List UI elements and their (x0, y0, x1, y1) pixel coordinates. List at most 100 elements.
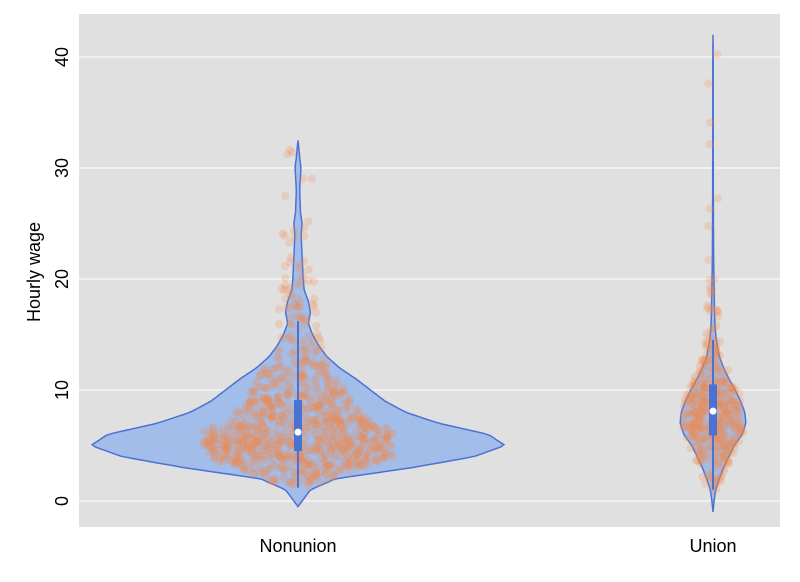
data-point (241, 465, 250, 475)
data-point (343, 432, 352, 441)
data-point (723, 395, 733, 405)
data-point (243, 443, 252, 452)
data-point (266, 412, 275, 421)
data-point (698, 381, 708, 390)
data-point (734, 430, 744, 439)
data-point (259, 407, 268, 417)
data-point (264, 396, 273, 405)
data-point (297, 455, 307, 465)
data-point (286, 330, 295, 339)
data-point (705, 140, 714, 149)
data-point (268, 365, 277, 375)
data-point (698, 451, 708, 461)
data-point (691, 431, 700, 441)
data-point (345, 441, 354, 450)
data-point (243, 430, 252, 439)
data-point (310, 392, 320, 402)
data-point (690, 406, 699, 416)
data-point (699, 427, 709, 436)
data-point (314, 360, 324, 369)
data-point (234, 428, 244, 437)
data-point (360, 428, 370, 437)
data-point (367, 421, 376, 430)
data-point (717, 377, 726, 386)
data-point (699, 392, 708, 401)
gridlines (79, 56, 780, 502)
data-point (714, 358, 724, 368)
data-point (729, 421, 739, 430)
data-point (324, 461, 333, 470)
data-point (307, 459, 316, 468)
data-point (311, 447, 320, 457)
data-point (732, 401, 741, 410)
data-point (702, 454, 711, 464)
data-point (252, 377, 261, 386)
data-point (326, 446, 335, 456)
data-point (225, 456, 235, 465)
data-point (338, 399, 348, 408)
data-point (313, 425, 322, 434)
data-point (712, 434, 721, 444)
data-point (385, 440, 395, 450)
data-point (270, 445, 279, 455)
data-point (682, 391, 691, 400)
data-point (334, 440, 343, 449)
data-point (248, 420, 258, 430)
data-point (286, 313, 295, 322)
data-point (236, 422, 245, 432)
data-point (336, 422, 345, 431)
data-point (382, 449, 391, 458)
data-point (274, 362, 284, 371)
data-point (259, 468, 268, 478)
data-point (683, 409, 692, 418)
data-point (311, 378, 321, 388)
data-point (258, 418, 267, 428)
data-point (286, 290, 295, 300)
data-point (726, 418, 736, 427)
data-point (721, 442, 730, 451)
data-point (255, 371, 265, 380)
data-point (324, 442, 333, 451)
data-point (324, 399, 334, 408)
data-point (716, 476, 725, 485)
data-point (277, 400, 286, 410)
data-point (689, 381, 698, 391)
data-point (695, 416, 704, 425)
data-point (725, 394, 734, 404)
data-point (321, 451, 331, 461)
y-tick-label: 10 (52, 380, 72, 400)
data-point (266, 403, 275, 412)
data-point (691, 409, 701, 418)
data-point (357, 416, 366, 425)
data-point (209, 431, 218, 440)
data-point (246, 440, 255, 450)
data-point (696, 428, 705, 438)
data-point (690, 437, 700, 446)
data-point (330, 472, 339, 482)
data-point (308, 473, 318, 482)
data-point (324, 462, 334, 471)
data-point (313, 346, 322, 355)
data-point (277, 284, 286, 293)
data-point (694, 414, 703, 423)
data-point (264, 395, 273, 404)
data-point (686, 381, 695, 391)
data-point (283, 333, 292, 343)
data-point (274, 438, 284, 447)
data-point (320, 417, 329, 426)
data-point (321, 433, 330, 442)
data-point (718, 367, 727, 376)
data-point (337, 433, 346, 443)
data-point (218, 451, 228, 460)
data-point (698, 423, 707, 432)
data-point (696, 459, 705, 468)
data-point (289, 300, 298, 309)
data-point (373, 458, 383, 467)
data-point (231, 458, 240, 468)
data-point (697, 368, 706, 378)
data-point (327, 445, 336, 454)
data-point (337, 444, 347, 454)
data-point (268, 404, 277, 414)
data-point (706, 325, 716, 335)
